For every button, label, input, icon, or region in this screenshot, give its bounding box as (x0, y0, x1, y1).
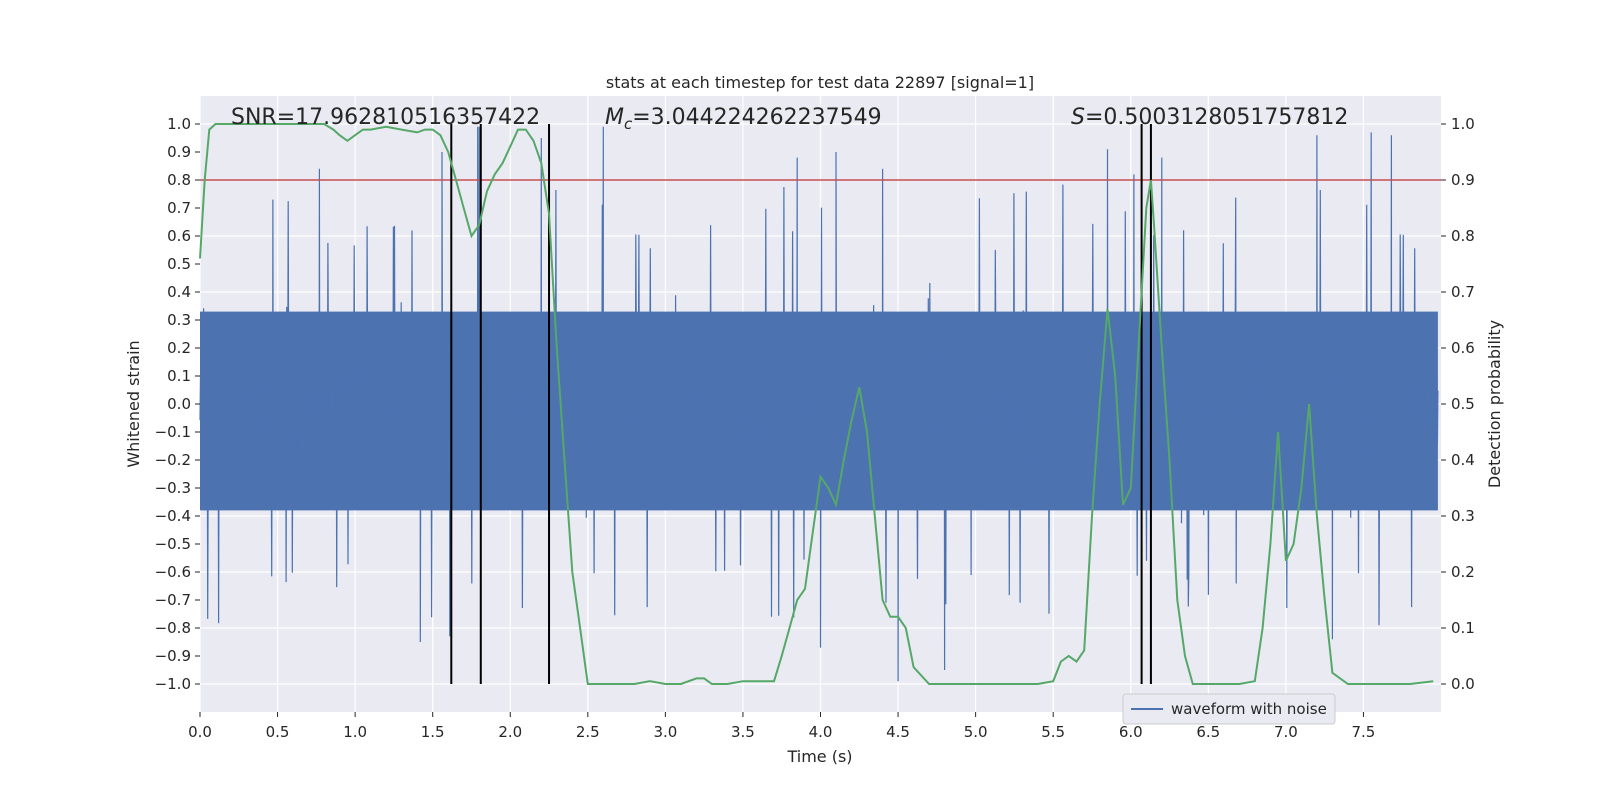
x-tick-label: 7.5 (1352, 723, 1376, 741)
y-right-tick-label: 0.3 (1451, 507, 1475, 525)
legend: waveform with noise (1122, 693, 1336, 725)
y-left-tick-label: 0.7 (167, 199, 191, 217)
y-left-tick-label: −0.2 (155, 451, 191, 469)
y-left-tick-label: 0.9 (167, 143, 191, 161)
y-left-tick-label: 0.8 (167, 171, 191, 189)
snr-label: SNR (231, 105, 277, 130)
y-left-tick-label: −0.8 (155, 619, 191, 637)
x-tick-label: 3.5 (731, 723, 755, 741)
y-ticks-left: 1.0 0.9 0.8 0.7 0.6 0.5 0.4 0.3 0.2 0.1 0.0 −0.1 −0.… (155, 115, 200, 693)
y-right-tick-label: 0.9 (1451, 171, 1475, 189)
snr-value: =17.962810516357422 (277, 105, 540, 130)
legend-label: waveform with noise (1171, 700, 1327, 718)
y-left-tick-label: −0.7 (155, 591, 191, 609)
x-tick-label: 6.0 (1119, 723, 1143, 741)
x-ticks: 0.0 0.5 1.0 1.5 2.0 2.5 3.0 3.5 4.0 4.5 5.0 5.5 6.0 6… (188, 712, 1375, 741)
y-left-tick-label: 0.4 (167, 283, 191, 301)
y-right-tick-label: 0.0 (1451, 675, 1475, 693)
x-tick-label: 7.0 (1274, 723, 1298, 741)
waveform-line (199, 126, 1439, 682)
x-tick-label: 2.0 (498, 723, 522, 741)
x-tick-label: 5.0 (964, 723, 988, 741)
mc-label: M (605, 105, 624, 130)
y-left-tick-label: −0.1 (155, 423, 191, 441)
x-tick-label: 5.5 (1041, 723, 1065, 741)
y-left-tick-label: −1.0 (155, 675, 191, 693)
mc-annotation: Mc=3.044224262237549 (605, 105, 882, 133)
y-left-tick-label: −0.6 (155, 563, 191, 581)
y-right-tick-label: 0.5 (1451, 395, 1475, 413)
chart-title: stats at each timestep for test data 228… (606, 73, 1034, 92)
x-tick-label: 3.0 (653, 723, 677, 741)
y-axis-label-right: Detection probability (1485, 320, 1504, 488)
s-label: S (1071, 105, 1085, 130)
y-right-tick-label: 0.1 (1451, 619, 1475, 637)
y-right-tick-label: 0.8 (1451, 227, 1475, 245)
y-right-tick-label: 0.6 (1451, 339, 1475, 357)
x-axis-label: Time (s) (786, 747, 852, 766)
x-tick-label: 6.5 (1196, 723, 1220, 741)
y-ticks-right: 1.0 0.9 0.8 0.7 0.6 0.5 0.4 0.3 0.2 0.1 0.0 (1441, 115, 1475, 693)
x-tick-label: 4.0 (809, 723, 833, 741)
y-left-tick-label: −0.9 (155, 647, 191, 665)
y-left-tick-label: −0.5 (155, 535, 191, 553)
x-tick-label: 1.0 (343, 723, 367, 741)
legend-box (1122, 693, 1336, 725)
y-left-tick-label: 0.6 (167, 227, 191, 245)
x-tick-label: 1.5 (421, 723, 445, 741)
x-tick-label: 0.5 (266, 723, 290, 741)
y-right-tick-label: 0.7 (1451, 283, 1475, 301)
y-right-tick-label: 0.2 (1451, 563, 1475, 581)
y-right-tick-label: 0.4 (1451, 451, 1475, 469)
probability-series (199, 123, 1434, 685)
y-axis-label-left: Whitened strain (124, 340, 143, 467)
x-tick-label: 0.0 (188, 723, 212, 741)
x-tick-label: 4.5 (886, 723, 910, 741)
x-tick-label: 2.5 (576, 723, 600, 741)
y-left-tick-label: 0.1 (167, 367, 191, 385)
y-left-tick-label: −0.3 (155, 479, 191, 497)
y-left-tick-label: −0.4 (155, 507, 191, 525)
s-annotation: S=0.5003128051757812 (1071, 105, 1348, 130)
y-left-tick-label: 0.2 (167, 339, 191, 357)
y-right-tick-label: 1.0 (1451, 115, 1475, 133)
snr-annotation: SNR=17.962810516357422 (231, 105, 540, 130)
y-left-tick-label: 0.0 (167, 395, 191, 413)
y-left-tick-label: 0.3 (167, 311, 191, 329)
y-left-tick-label: 1.0 (167, 115, 191, 133)
mc-subscript: c (624, 115, 633, 133)
waveform-series (199, 126, 1439, 682)
mc-value: =3.044224262237549 (632, 105, 881, 130)
y-left-tick-label: 0.5 (167, 255, 191, 273)
s-value: =0.5003128051757812 (1085, 105, 1348, 130)
